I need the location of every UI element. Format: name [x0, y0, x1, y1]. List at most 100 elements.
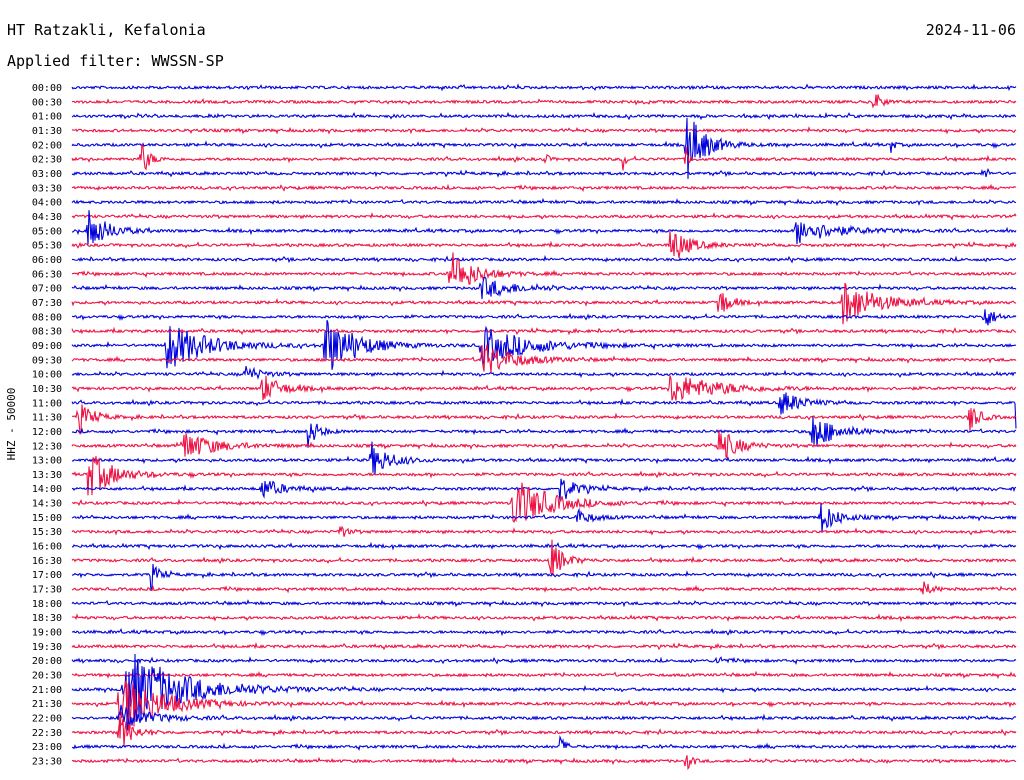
- seismic-trace: [71, 563, 1017, 592]
- seismic-trace: [71, 653, 1017, 733]
- time-tick-label: 08:30: [32, 327, 62, 338]
- seismic-trace: [71, 344, 1017, 374]
- filter-label: Applied filter: WWSSN-SP: [7, 52, 224, 70]
- time-tick-label: 13:30: [32, 470, 62, 481]
- seismic-trace: [71, 416, 1017, 448]
- seismic-trace: [71, 276, 1017, 300]
- time-tick-label: 00:00: [32, 83, 62, 94]
- seismic-trace: [71, 627, 1017, 637]
- seismic-trace: [71, 539, 1017, 576]
- seismic-trace: [71, 254, 1017, 264]
- time-tick-label: 17:00: [32, 570, 62, 581]
- seismic-trace: [71, 670, 1017, 680]
- time-tick-label: 04:00: [32, 198, 62, 209]
- time-tick-label: 18:00: [32, 599, 62, 610]
- time-tick-label: 20:00: [32, 656, 62, 667]
- time-tick-label: 07:00: [32, 284, 62, 295]
- seismic-trace: [71, 503, 1017, 533]
- time-tick-label: 22:00: [32, 714, 62, 725]
- seismic-trace: [71, 456, 1017, 496]
- time-tick-label: 03:30: [32, 183, 62, 194]
- time-tick-label: 02:30: [32, 155, 62, 166]
- seismic-trace: [71, 126, 1017, 135]
- seismic-trace: [71, 525, 1017, 537]
- time-tick-label: 05:00: [32, 226, 62, 237]
- seismic-trace: [71, 210, 1017, 245]
- station-title: HT Ratzakli, Kefalonia: [7, 21, 206, 39]
- seismic-trace: [71, 718, 1017, 747]
- seismic-trace: [71, 734, 1017, 751]
- seismic-trace: [71, 478, 1017, 502]
- seismic-trace: [71, 197, 1017, 207]
- time-tick-label: 11:00: [32, 398, 62, 409]
- seismic-trace: [71, 581, 1017, 595]
- time-tick-label: 08:00: [32, 312, 62, 323]
- y-axis-label: HHZ - 50000: [5, 388, 18, 461]
- seismic-trace: [71, 117, 1017, 179]
- time-tick-label: 05:30: [32, 241, 62, 252]
- plot-date: 2024-11-06: [926, 21, 1016, 39]
- seismic-trace: [71, 441, 1017, 476]
- seismic-trace: [71, 252, 1017, 285]
- seismic-trace: [71, 680, 1017, 739]
- time-tick-label: 02:00: [32, 140, 62, 151]
- time-tick-label: 11:30: [32, 413, 62, 424]
- seismic-trace: [71, 482, 1017, 524]
- time-tick-label: 12:30: [32, 441, 62, 452]
- seismic-trace: [71, 613, 1017, 623]
- time-tick-label: 19:30: [32, 642, 62, 653]
- time-tick-label: 10:30: [32, 384, 62, 395]
- seismic-trace: [71, 641, 1017, 651]
- time-tick-label: 07:30: [32, 298, 62, 309]
- seismic-trace: [71, 183, 1017, 193]
- seismic-trace: [71, 230, 1017, 259]
- time-tick-label: 09:30: [32, 355, 62, 366]
- time-tick-label: 01:30: [32, 126, 62, 137]
- time-tick-label: 16:30: [32, 556, 62, 567]
- time-tick-label: 17:30: [32, 585, 62, 596]
- time-tick-label: 19:00: [32, 628, 62, 639]
- seismic-trace: [71, 541, 1017, 551]
- time-tick-label: 06:00: [32, 255, 62, 266]
- seismic-trace: [71, 404, 1017, 435]
- time-tick-label: 12:00: [32, 427, 62, 438]
- seismic-trace: [71, 326, 1017, 336]
- seismic-trace: [71, 366, 1017, 380]
- time-tick-label: 18:30: [32, 613, 62, 624]
- time-tick-label: 15:30: [32, 527, 62, 538]
- time-tick-label: 10:00: [32, 370, 62, 381]
- time-tick-label: 00:30: [32, 97, 62, 108]
- time-tick-label: 13:00: [32, 456, 62, 467]
- time-tick-label: 06:30: [32, 269, 62, 280]
- seismic-trace: [71, 392, 1017, 429]
- time-tick-label: 23:30: [32, 757, 62, 768]
- time-tick-label: 23:00: [32, 742, 62, 753]
- time-tick-label: 20:30: [32, 671, 62, 682]
- seismic-trace: [71, 599, 1017, 608]
- seismic-traces: [71, 83, 1017, 771]
- seismic-trace: [71, 319, 1017, 370]
- time-tick-label: 14:00: [32, 484, 62, 495]
- time-tick-label: 04:30: [32, 212, 62, 223]
- time-tick-label: 22:30: [32, 728, 62, 739]
- time-tick-label: 21:00: [32, 685, 62, 696]
- seismic-trace: [71, 704, 1017, 726]
- seismic-trace: [71, 111, 1017, 121]
- time-tick-label: 14:30: [32, 499, 62, 510]
- seismic-trace: [71, 143, 1017, 171]
- time-tick-label: 15:00: [32, 513, 62, 524]
- seismic-trace: [71, 94, 1017, 109]
- seismic-trace: [71, 309, 1017, 326]
- seismic-trace: [71, 83, 1017, 92]
- time-tick-label: 09:00: [32, 341, 62, 352]
- seismic-trace: [71, 282, 1017, 325]
- seismic-trace: [71, 755, 1017, 771]
- time-tick-label: 01:00: [32, 112, 62, 123]
- seismic-trace: [71, 375, 1017, 401]
- time-tick-label: 16:00: [32, 542, 62, 553]
- seismic-trace: [71, 430, 1017, 459]
- seismic-trace: [71, 167, 1017, 178]
- time-tick-label: 03:00: [32, 169, 62, 180]
- seismic-trace: [71, 656, 1017, 665]
